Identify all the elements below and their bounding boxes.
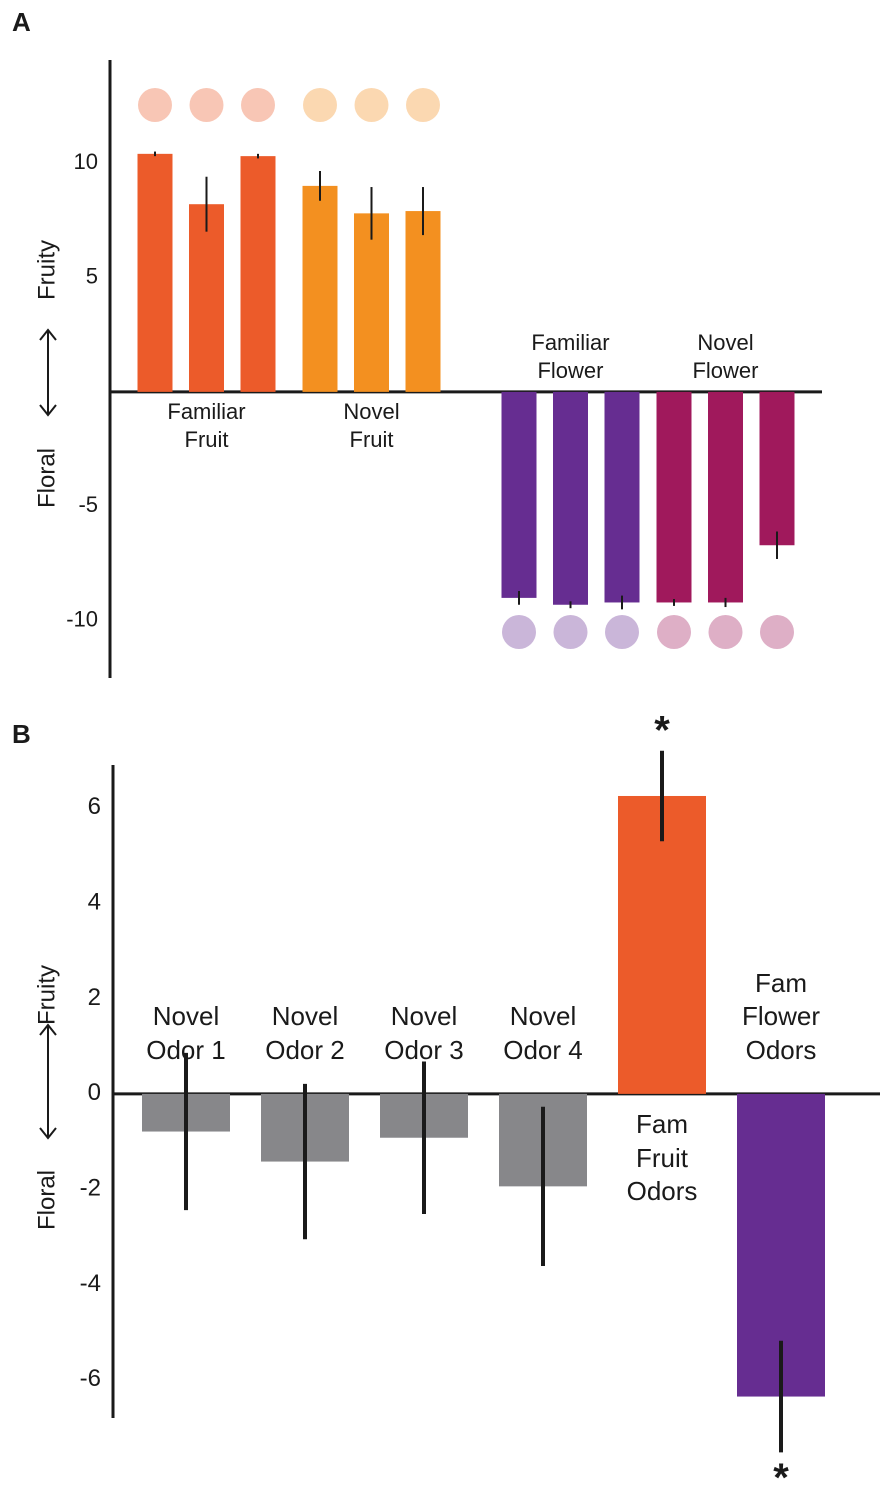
bar	[241, 156, 276, 392]
bar	[138, 154, 173, 392]
y-tick-label: 0	[88, 1079, 101, 1106]
icon	[138, 88, 172, 122]
y-tick-label: 10	[74, 149, 98, 174]
bar	[657, 392, 692, 603]
x-tick-label: Novel Odor 3	[369, 1000, 479, 1068]
y-axis-label: Floral	[33, 1170, 60, 1230]
bar	[708, 392, 743, 603]
x-tick-label: Fam Flower Odors	[726, 967, 836, 1068]
icon	[554, 615, 588, 649]
significance: *	[773, 1456, 789, 1498]
figure: A B Fruity Floral Fruity Floral -10 -5 5 10 -6 -4…	[0, 0, 885, 1498]
bar	[605, 392, 640, 603]
y-axis-label: Fruity	[33, 965, 60, 1025]
y-tick-label: 2	[88, 984, 101, 1011]
bar	[760, 392, 795, 545]
y-tick-label: -6	[80, 1365, 101, 1392]
bar	[406, 211, 441, 392]
panel-label: B	[12, 719, 31, 749]
group-label: Familiar Fruit	[159, 398, 255, 455]
significance: *	[654, 708, 670, 752]
icon	[760, 615, 794, 649]
bar	[502, 392, 537, 598]
group-label: Familiar Flower	[523, 329, 619, 386]
y-tick-label: -4	[80, 1270, 101, 1297]
y-tick-label: 5	[86, 263, 98, 288]
x-tick-label: Novel Odor 1	[131, 1000, 241, 1068]
group-label: Novel Fruit	[324, 398, 420, 455]
x-tick-label: Fam Fruit Odors	[612, 1108, 712, 1209]
panel-label: A	[12, 7, 31, 37]
icon	[605, 615, 639, 649]
y-tick-label: -10	[66, 607, 98, 632]
chart: A B Fruity Floral Fruity Floral -10 -5 5 10 -6 -4…	[0, 0, 885, 1498]
y-tick-label: 6	[88, 793, 101, 820]
bar	[189, 204, 224, 392]
x-tick-label: Novel Odor 2	[250, 1000, 360, 1068]
icon	[709, 615, 743, 649]
icon	[303, 88, 337, 122]
group-label: Novel Flower	[678, 329, 774, 386]
bar	[553, 392, 588, 605]
icon	[657, 615, 691, 649]
icon	[241, 88, 275, 122]
y-axis-label: Fruity	[33, 240, 60, 300]
y-tick-label: -2	[80, 1175, 101, 1202]
bar	[354, 213, 389, 392]
icon	[502, 615, 536, 649]
icon	[406, 88, 440, 122]
bar	[303, 186, 338, 392]
y-tick-label: -5	[78, 492, 98, 517]
icon	[190, 88, 224, 122]
x-tick-label: Novel Odor 4	[488, 1000, 598, 1068]
icon	[355, 88, 389, 122]
y-axis-label: Floral	[33, 448, 60, 508]
y-tick-label: 4	[88, 889, 101, 916]
